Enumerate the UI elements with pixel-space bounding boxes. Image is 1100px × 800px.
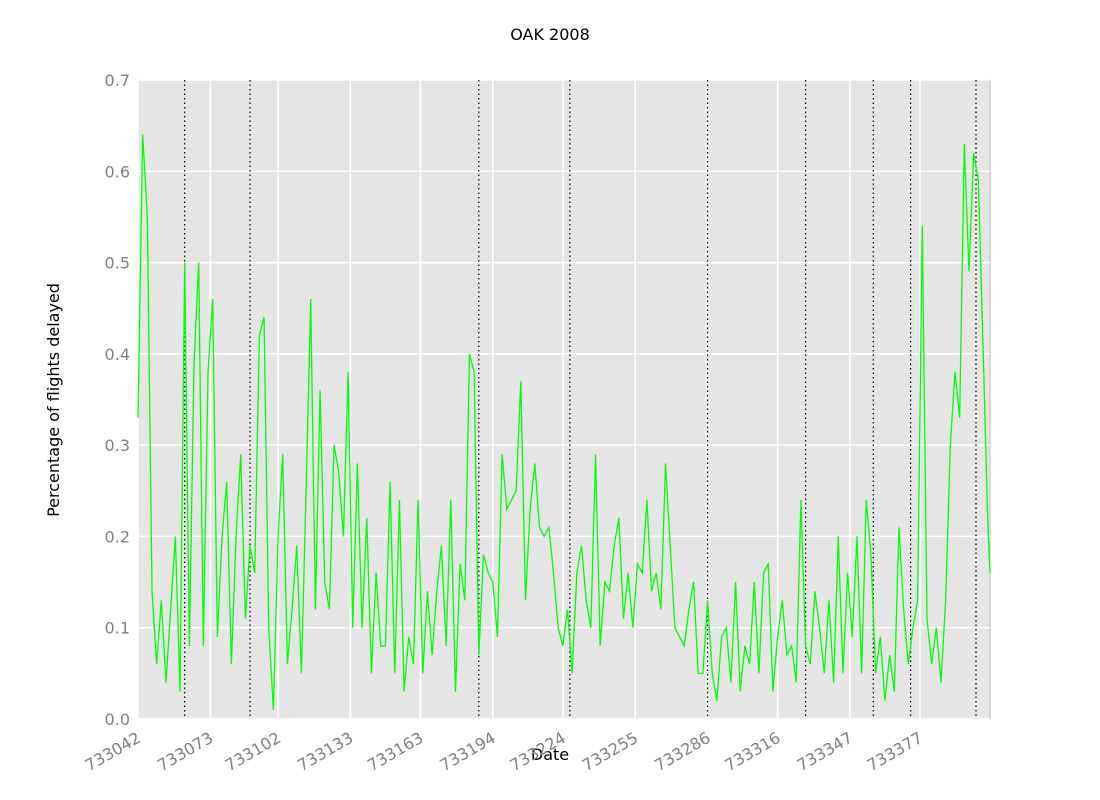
y-tick-label: 0.0 (105, 710, 130, 729)
y-tick-label: 0.4 (105, 345, 130, 364)
x-tick-label: 733163 (364, 728, 426, 775)
x-tick-label: 733073 (154, 728, 216, 775)
plot-area (137, 79, 991, 720)
data-line (137, 134, 991, 710)
x-tick-label: 733255 (579, 728, 641, 775)
x-tick-label: 733377 (864, 728, 926, 775)
x-tick-label: 733286 (651, 728, 713, 775)
x-tick-label: 733347 (794, 728, 856, 775)
y-tick-label: 0.5 (105, 254, 130, 273)
x-tick-label: 733133 (294, 728, 356, 775)
y-tick-label: 0.6 (105, 162, 130, 181)
y-tick-label: 0.2 (105, 527, 130, 546)
x-tick-label: 733102 (222, 728, 284, 775)
chart-title: OAK 2008 (510, 25, 590, 44)
y-tick-label: 0.3 (105, 436, 130, 455)
x-tick-label: 733194 (436, 728, 498, 775)
x-tick-label: 733316 (721, 728, 783, 775)
y-axis-label: Percentage of flights delayed (44, 283, 63, 517)
y-tick-label: 0.1 (105, 619, 130, 638)
y-tick-label: 0.7 (105, 71, 130, 90)
x-axis-label: Date (531, 745, 569, 764)
x-tick-label: 733042 (82, 728, 144, 775)
